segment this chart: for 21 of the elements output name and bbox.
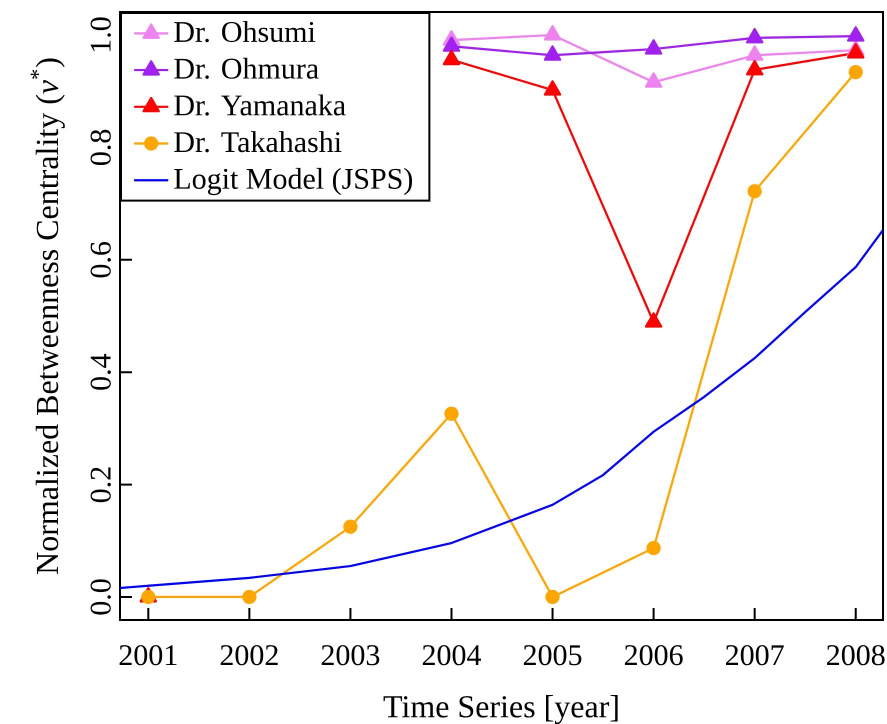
legend-label: Dr. Ohmura xyxy=(174,58,319,79)
y-tick-label: 1.0 xyxy=(90,17,111,52)
legend-label: Dr. Takahashi xyxy=(174,131,342,152)
x-tick-label: 2006 xyxy=(624,645,683,666)
x-tick-label: 2002 xyxy=(220,645,278,666)
x-tick-label: 2004 xyxy=(422,645,482,666)
x-tick-label: 2007 xyxy=(726,645,784,666)
legend-label: Dr. Yamanaka xyxy=(174,94,346,116)
y-tick-label: 0.6 xyxy=(90,242,111,278)
y-tick-label: 0.2 xyxy=(90,467,111,502)
legend-label: Dr. Ohsumi xyxy=(174,21,316,42)
x-tick-label: 2003 xyxy=(322,645,380,666)
y-axis-title: Normalized Betweenness Centrality (v$^{*}$) xyxy=(30,58,65,574)
y-tick-label: 0.8 xyxy=(90,130,111,166)
y-tick-label: 0.0 xyxy=(90,579,111,615)
x-tick-label: 2001 xyxy=(120,645,177,666)
y-tick-label: 0.4 xyxy=(90,354,111,390)
x-tick-label: 2005 xyxy=(524,645,582,666)
legend-label: Logit Model (JSPS) xyxy=(174,168,412,196)
x-axis-title: Time Series [year] xyxy=(384,695,618,724)
x-tick-label: 2008 xyxy=(827,645,885,666)
